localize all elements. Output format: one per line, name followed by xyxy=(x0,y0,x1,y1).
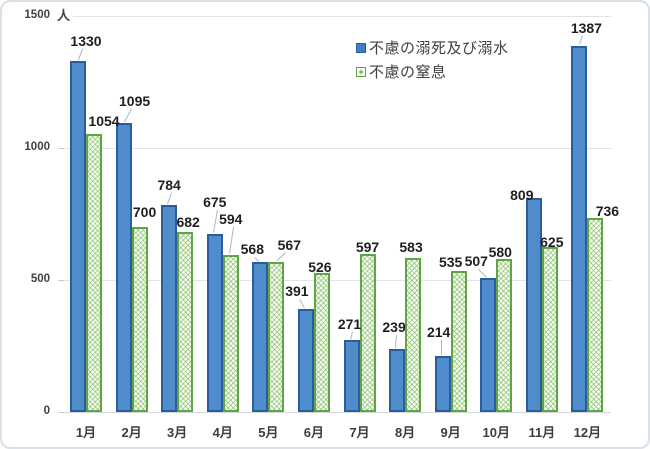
x-tick-label: 12月 xyxy=(573,425,602,440)
legend-swatch-blue-icon xyxy=(356,42,366,53)
data-label: 675 xyxy=(203,194,227,210)
data-label-leader-line xyxy=(78,48,83,60)
y-tick-label: 1500 xyxy=(24,9,50,21)
data-label-leader-line xyxy=(254,257,260,262)
data-label: 736 xyxy=(595,203,620,219)
gridline xyxy=(64,280,611,281)
x-tick-label: 10月 xyxy=(482,425,510,440)
x-tick-label: 2月 xyxy=(121,425,142,440)
y-axis-tick xyxy=(58,412,64,413)
data-label-leader-line xyxy=(395,334,398,348)
data-label: 583 xyxy=(399,239,423,255)
data-label-leader-line xyxy=(440,340,442,355)
bar-drowning-6月 xyxy=(297,308,314,412)
bar-drowning-2月 xyxy=(115,122,132,412)
data-label: 526 xyxy=(308,259,332,275)
y-tick-label: 1000 xyxy=(24,141,50,153)
x-tick-label: 11月 xyxy=(528,425,556,440)
data-label: 594 xyxy=(219,211,243,227)
bar-drowning-1月 xyxy=(70,60,86,412)
y-axis-tick xyxy=(58,280,64,281)
data-label-leader-line xyxy=(299,299,305,309)
bar-suffocation-3月 xyxy=(177,231,194,412)
data-label-leader-line xyxy=(276,252,287,262)
bar-drowning-9月 xyxy=(434,355,451,412)
data-label: 1054 xyxy=(88,113,120,129)
data-label-leader-line xyxy=(349,331,353,340)
y-axis-tick xyxy=(58,148,64,149)
data-label: 1095 xyxy=(119,93,151,109)
data-label-leader-line xyxy=(167,192,173,205)
data-label: 809 xyxy=(510,187,534,203)
bar-drowning-12月 xyxy=(571,45,588,412)
bar-drowning-10月 xyxy=(480,278,497,412)
bar-drowning-5月 xyxy=(252,262,269,412)
bar-drowning-11月 xyxy=(525,198,542,412)
data-label: 1330 xyxy=(70,33,102,49)
x-tick-label: 5月 xyxy=(258,425,279,440)
data-label: 580 xyxy=(488,244,512,260)
y-axis-unit-label: 人 xyxy=(54,8,74,24)
data-label-leader-line xyxy=(123,108,132,122)
legend-item-suffocation: 不慮の窒息 xyxy=(356,63,509,81)
bar-suffocation-5月 xyxy=(268,262,285,412)
data-label: 700 xyxy=(132,204,157,220)
bar-suffocation-2月 xyxy=(131,227,148,412)
bar-suffocation-4月 xyxy=(222,255,239,412)
data-label: 391 xyxy=(285,283,309,299)
x-tick-label: 9月 xyxy=(440,425,461,440)
x-tick-label: 1月 xyxy=(75,425,97,440)
data-label: 784 xyxy=(157,177,181,193)
data-label: 1387 xyxy=(570,20,602,36)
bar-drowning-4月 xyxy=(206,233,223,412)
gridline-top xyxy=(64,16,611,17)
legend-label-drowning: 不慮の溺死及び溺水 xyxy=(369,40,509,57)
data-label: 568 xyxy=(240,241,265,257)
bar-suffocation-6月 xyxy=(313,273,330,412)
data-label: 214 xyxy=(426,324,451,340)
x-axis-line xyxy=(64,412,611,413)
bar-drowning-3月 xyxy=(161,205,178,412)
y-tick-label: 500 xyxy=(30,273,50,285)
data-label: 507 xyxy=(464,253,488,269)
legend-swatch-green-icon xyxy=(356,66,366,77)
data-label: 682 xyxy=(176,214,200,230)
data-label-leader-line xyxy=(478,269,488,278)
data-label-leader-line xyxy=(579,35,584,45)
bar-drowning-7月 xyxy=(343,340,360,412)
y-tick-label: 0 xyxy=(43,405,50,417)
bar-suffocation-8月 xyxy=(405,258,422,412)
data-label: 597 xyxy=(355,239,380,255)
bar-suffocation-9月 xyxy=(450,270,467,412)
x-tick-label: 8月 xyxy=(394,425,416,440)
legend: 不慮の溺死及び溺水 不慮の窒息 xyxy=(356,39,509,87)
data-label-leader-line xyxy=(212,209,218,233)
data-label-leader-line xyxy=(228,226,234,255)
x-tick-label: 4月 xyxy=(212,425,233,440)
data-label: 625 xyxy=(540,234,564,250)
data-label: 271 xyxy=(337,316,362,332)
bar-drowning-8月 xyxy=(389,348,406,412)
gridline xyxy=(64,148,611,149)
data-label: 535 xyxy=(438,254,463,270)
bar-suffocation-10月 xyxy=(496,258,513,412)
bar-suffocation-1月 xyxy=(86,133,102,412)
x-tick-label: 3月 xyxy=(167,425,188,440)
data-label: 239 xyxy=(382,319,406,335)
legend-label-suffocation: 不慮の窒息 xyxy=(369,64,447,81)
bar-suffocation-7月 xyxy=(359,254,376,412)
bar-suffocation-11月 xyxy=(541,247,558,412)
x-tick-label: 6月 xyxy=(303,425,325,440)
x-tick-label: 7月 xyxy=(349,425,370,440)
data-label: 567 xyxy=(277,237,302,253)
legend-item-drowning: 不慮の溺死及び溺水 xyxy=(356,39,509,57)
bar-suffocation-12月 xyxy=(587,217,604,412)
